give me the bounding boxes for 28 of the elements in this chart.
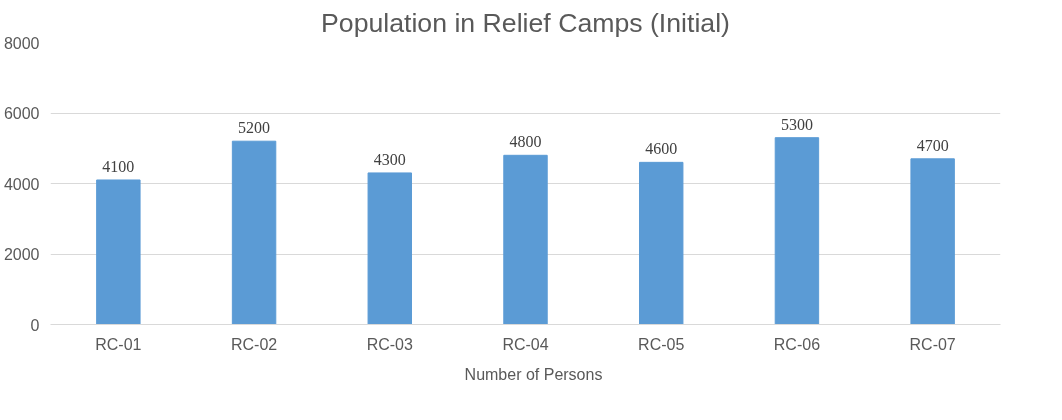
bar <box>367 172 412 325</box>
data-label: 4700 <box>916 136 949 154</box>
y-tick-label: 8000 <box>3 34 40 52</box>
data-label: 4600 <box>645 140 678 158</box>
y-tick-label: 2000 <box>3 246 40 263</box>
x-tick-label: RC-01 <box>95 335 142 353</box>
bar <box>774 137 820 325</box>
x-tick-label: RC-02 <box>230 335 278 353</box>
bar <box>231 140 277 325</box>
bar <box>910 158 955 325</box>
x-tick-label: RC-07 <box>909 335 956 353</box>
data-label: 5200 <box>238 119 271 137</box>
data-label: 4800 <box>509 133 542 151</box>
y-tick-label: 6000 <box>3 105 40 122</box>
x-tick-label: RC-06 <box>773 335 821 353</box>
data-label: 4100 <box>102 157 135 175</box>
x-tick-label: RC-05 <box>638 335 685 353</box>
x-tick-label: RC-04 <box>502 335 549 353</box>
bar <box>639 161 684 325</box>
data-label: 4300 <box>373 150 406 168</box>
bar <box>503 154 548 325</box>
chart-title: Population in Relief Camps (Initial) <box>321 7 730 38</box>
x-tick-label: RC-03 <box>366 335 413 353</box>
data-label: 5300 <box>780 115 813 133</box>
y-tick-label: 4000 <box>3 175 40 193</box>
bar <box>96 179 141 325</box>
text: Number of Persons <box>464 366 603 384</box>
y-tick-label: 0 <box>30 316 40 334</box>
